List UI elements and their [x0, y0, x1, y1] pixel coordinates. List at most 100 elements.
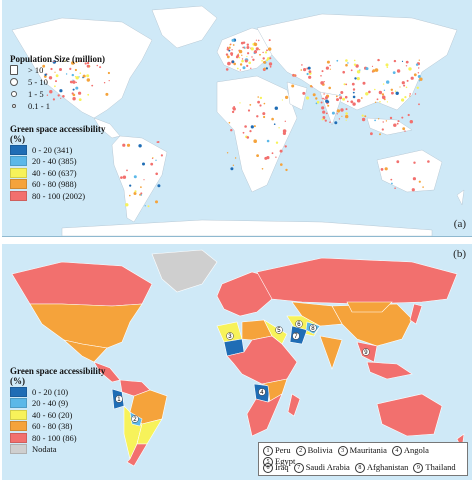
- city-dot: [427, 160, 430, 163]
- city-dot: [325, 112, 328, 115]
- city-dot: [278, 127, 280, 129]
- city-dot: [79, 72, 82, 74]
- city-dot: [383, 89, 386, 92]
- city-dot: [380, 168, 384, 171]
- country-key-item: 6 Iraq: [263, 461, 289, 474]
- city-dot: [394, 187, 396, 189]
- city-dot: [248, 61, 251, 65]
- access-b-legend-row: 40 - 60 (20): [10, 409, 120, 421]
- city-dot: [246, 43, 249, 46]
- marker-mauritania-number: 3: [228, 334, 232, 340]
- size-legend-row: 1 - 5: [10, 88, 120, 100]
- city-dot: [105, 92, 109, 96]
- city-dot: [401, 98, 405, 102]
- city-dot: [354, 77, 357, 80]
- city-dot: [361, 117, 366, 122]
- city-dot: [336, 109, 341, 113]
- country-key-number: 9: [413, 463, 424, 474]
- city-dot: [274, 106, 278, 110]
- city-dot: [256, 115, 259, 118]
- country-key-number: 6: [263, 463, 273, 474]
- access-a-legend-row: 60 - 80 (988): [10, 179, 120, 191]
- city-dot: [246, 55, 248, 58]
- city-dot: [382, 83, 385, 85]
- city-dot: [282, 131, 286, 135]
- city-dot: [386, 80, 390, 84]
- city-dot: [225, 68, 229, 71]
- country-key-number: 4: [391, 446, 402, 457]
- marker-bolivia: [131, 415, 139, 423]
- city-dot: [406, 79, 409, 82]
- city-dot: [308, 70, 312, 73]
- city-dot: [385, 120, 388, 122]
- city-dot: [405, 86, 408, 89]
- city-dot: [144, 205, 146, 207]
- city-dot: [235, 55, 239, 59]
- city-dot: [91, 84, 94, 87]
- city-dot: [247, 52, 250, 55]
- marker-egypt: [275, 326, 283, 334]
- marker-thailand-number: 9: [364, 350, 368, 356]
- city-dot: [72, 80, 76, 84]
- city-dot: [229, 44, 231, 46]
- access-b-legend-row: 60 - 80 (38): [10, 421, 120, 433]
- city-dot: [259, 49, 261, 51]
- city-dot: [275, 156, 277, 158]
- city-dot: [353, 59, 356, 62]
- city-dot: [253, 139, 257, 143]
- city-dot: [46, 94, 49, 96]
- city-dot: [315, 102, 318, 105]
- size-legend-label: 0.1 - 1: [28, 101, 50, 111]
- city-dot: [140, 186, 142, 189]
- city-dot: [126, 143, 131, 147]
- access-b-legend-row: 80 - 100 (86): [10, 432, 120, 444]
- city-dot: [231, 110, 235, 114]
- city-dot: [103, 82, 106, 84]
- access-b-legend-swatch: [10, 421, 27, 432]
- city-dot: [265, 67, 268, 70]
- city-dot: [345, 108, 348, 111]
- city-dot: [140, 194, 143, 196]
- country-key-name: Thailand: [425, 461, 456, 472]
- city-dot: [396, 69, 401, 73]
- city-dot: [395, 91, 399, 96]
- access-a-legend-row: 80 - 100 (2002): [10, 190, 120, 202]
- city-dot: [261, 60, 263, 62]
- city-dot: [241, 58, 244, 60]
- map-panel-b: 1 2 3 4 5 6 7 8 9 (b) Green space access…: [2, 244, 472, 480]
- city-dot: [242, 66, 246, 70]
- marker-iraq: [295, 320, 303, 328]
- city-dot: [108, 80, 110, 82]
- city-dot: [401, 60, 404, 63]
- city-dot: [382, 121, 384, 123]
- country-key-name: Iraq: [275, 461, 289, 472]
- city-dot: [321, 106, 325, 110]
- access-b-legend-label: 0 - 20 (10): [32, 386, 69, 397]
- city-dot: [268, 39, 271, 42]
- size-legend-label: > 10: [28, 65, 44, 75]
- marker-angola-number: 4: [260, 390, 264, 396]
- city-dot: [416, 86, 419, 90]
- city-dot: [64, 60, 66, 62]
- city-dot: [374, 88, 376, 91]
- city-dot: [268, 62, 273, 66]
- city-dot: [86, 74, 90, 78]
- city-dot: [410, 76, 414, 80]
- city-dot: [269, 65, 272, 68]
- city-dot: [365, 92, 369, 96]
- city-dot: [323, 93, 325, 95]
- city-dot: [241, 54, 243, 56]
- city-dot: [96, 64, 99, 67]
- city-dot: [157, 184, 161, 188]
- city-dot: [352, 102, 356, 106]
- city-dot: [339, 96, 343, 100]
- city-dot: [326, 60, 330, 64]
- city-dot: [247, 109, 251, 112]
- country-key-item: 3 Mauritania: [337, 445, 387, 457]
- city-dot: [241, 59, 244, 63]
- marker-angola: [258, 388, 266, 396]
- country-key-item: 8 Afghanistan: [354, 462, 408, 474]
- city-dot: [381, 128, 384, 131]
- city-dot: [344, 95, 348, 99]
- city-dot: [86, 61, 90, 65]
